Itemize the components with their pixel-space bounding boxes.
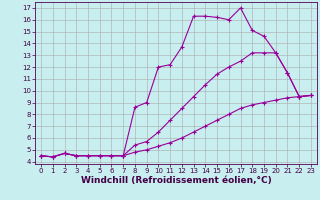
X-axis label: Windchill (Refroidissement éolien,°C): Windchill (Refroidissement éolien,°C) (81, 176, 271, 185)
